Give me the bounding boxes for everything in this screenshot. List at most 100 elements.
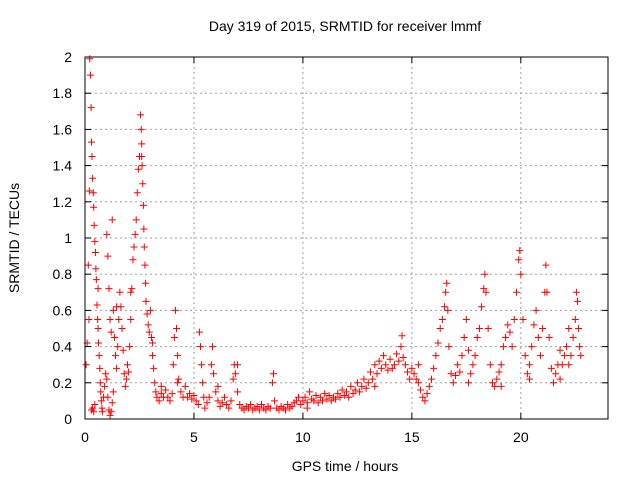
data-point: [482, 288, 490, 296]
data-point: [240, 406, 248, 414]
data-point: [386, 355, 394, 363]
data-point: [130, 243, 138, 251]
data-point: [164, 393, 172, 401]
data-point: [123, 361, 131, 369]
data-point: [113, 303, 121, 311]
data-point: [127, 288, 135, 296]
data-series: [82, 55, 585, 419]
y-tick-label: 1.2: [53, 194, 73, 210]
data-point: [338, 386, 346, 394]
y-tick-label: 1.8: [53, 85, 73, 101]
data-point: [90, 408, 98, 416]
data-point: [231, 370, 239, 378]
chart-title: Day 319 of 2015, SRMTID for receiver lmm…: [209, 18, 481, 34]
data-point: [92, 265, 100, 273]
data-point: [299, 397, 307, 405]
data-point: [103, 375, 111, 383]
data-point: [325, 391, 333, 399]
data-point: [91, 248, 99, 256]
data-point: [334, 390, 342, 398]
data-point: [142, 297, 150, 305]
y-tick-label: 0.8: [53, 266, 73, 282]
data-point: [225, 404, 233, 412]
data-point: [145, 328, 153, 336]
data-point: [120, 370, 128, 378]
data-point: [399, 353, 407, 361]
data-point: [572, 288, 580, 296]
data-point: [104, 393, 112, 401]
data-point: [137, 125, 145, 133]
data-point: [550, 379, 558, 387]
data-point: [576, 343, 584, 351]
data-point: [110, 334, 118, 342]
data-point: [129, 256, 137, 264]
data-point: [214, 382, 222, 390]
data-point: [88, 153, 96, 161]
data-point: [210, 370, 218, 378]
data-point: [493, 375, 501, 383]
data-point: [369, 375, 377, 383]
data-point: [502, 334, 510, 342]
data-point: [382, 361, 390, 369]
data-point: [144, 321, 152, 329]
data-point: [310, 397, 318, 405]
data-point: [534, 334, 542, 342]
data-point: [536, 352, 544, 360]
data-point: [434, 339, 442, 347]
data-point: [137, 111, 145, 119]
data-point: [577, 352, 585, 360]
data-point: [442, 288, 450, 296]
data-point: [138, 162, 146, 170]
data-point: [364, 379, 372, 387]
data-point: [516, 247, 524, 255]
data-point: [371, 361, 379, 369]
data-point: [456, 368, 464, 376]
data-point: [94, 315, 102, 323]
data-point: [104, 252, 112, 260]
data-point: [427, 375, 435, 383]
data-point: [201, 404, 209, 412]
data-point: [332, 395, 340, 403]
data-point: [177, 388, 185, 396]
data-point: [198, 361, 206, 369]
data-point: [303, 404, 311, 412]
data-point: [423, 390, 431, 398]
data-point: [532, 306, 540, 314]
data-point: [212, 388, 220, 396]
data-point: [336, 393, 344, 401]
data-point: [414, 379, 422, 387]
data-point: [366, 368, 374, 376]
data-point: [351, 386, 359, 394]
data-point: [284, 401, 292, 409]
data-point: [166, 397, 174, 405]
data-point: [556, 346, 564, 354]
data-point: [489, 379, 497, 387]
data-point: [105, 285, 113, 293]
data-point: [86, 71, 94, 79]
data-point: [528, 343, 536, 351]
data-point: [406, 375, 414, 383]
data-point: [377, 364, 385, 372]
data-point: [481, 270, 489, 278]
data-point: [395, 357, 403, 365]
data-point: [539, 325, 547, 332]
data-point: [149, 352, 157, 360]
x-tick-label: 15: [404, 429, 420, 445]
data-point: [139, 201, 147, 209]
data-point: [412, 375, 420, 383]
data-point: [108, 216, 116, 224]
data-point: [122, 375, 130, 383]
data-point: [119, 346, 127, 354]
data-point: [297, 401, 305, 409]
data-point: [526, 361, 534, 369]
data-point: [443, 279, 451, 287]
data-point: [375, 357, 383, 365]
data-point: [109, 306, 117, 314]
data-point: [258, 401, 266, 409]
data-point: [486, 361, 494, 369]
data-point: [192, 397, 200, 405]
data-point: [157, 382, 165, 390]
data-point: [102, 370, 110, 378]
data-point: [517, 270, 525, 278]
